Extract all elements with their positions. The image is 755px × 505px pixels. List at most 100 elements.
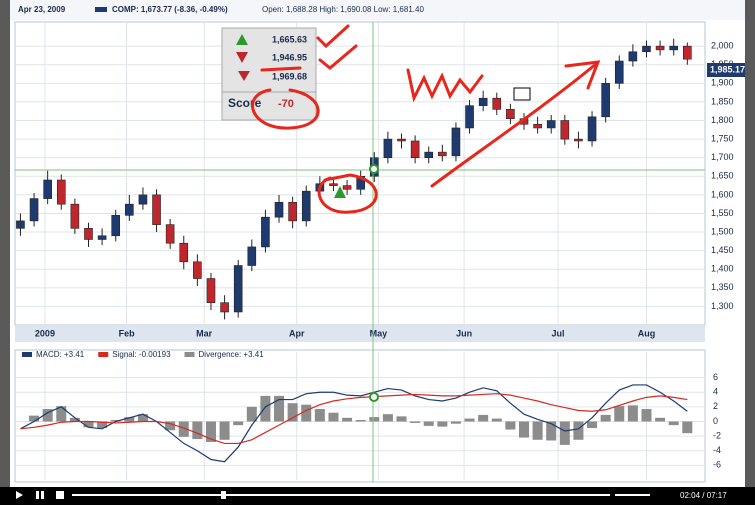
divergence-bar bbox=[410, 421, 421, 423]
divergence-bar bbox=[233, 421, 244, 426]
x-tick-label: Mar bbox=[196, 328, 213, 338]
legend-swatch bbox=[22, 352, 32, 357]
candle-body bbox=[220, 302, 229, 313]
divergence-bar bbox=[532, 421, 543, 440]
buy-marker bbox=[334, 186, 346, 198]
candle-body bbox=[193, 261, 202, 279]
divergence-bar bbox=[260, 395, 271, 422]
divergence-bar bbox=[518, 421, 529, 438]
y-tick-label: 1,850 bbox=[711, 96, 734, 106]
divergence-bar bbox=[450, 421, 461, 424]
divergence-bar bbox=[328, 412, 339, 422]
candle-body bbox=[329, 183, 338, 186]
y-tick-label: 1,650 bbox=[711, 171, 734, 181]
candle-body bbox=[138, 194, 148, 205]
candle-body bbox=[261, 216, 270, 248]
price-tag bbox=[707, 63, 745, 77]
candle-body bbox=[533, 123, 542, 129]
annotations bbox=[251, 24, 601, 214]
candle-body bbox=[56, 179, 66, 205]
signal-marker bbox=[369, 164, 379, 174]
circle bbox=[251, 88, 320, 130]
strike bbox=[260, 66, 302, 72]
candle-body bbox=[410, 140, 420, 158]
candle-body bbox=[288, 202, 297, 222]
divergence-bar bbox=[301, 404, 312, 422]
candle-body bbox=[70, 203, 80, 229]
candle-body bbox=[655, 45, 665, 51]
check bbox=[316, 24, 350, 49]
divergence-bar bbox=[178, 421, 189, 437]
candle-body bbox=[546, 120, 556, 129]
arrow bbox=[430, 62, 598, 188]
divergence-bar bbox=[355, 420, 366, 422]
divergence-bar bbox=[137, 414, 148, 422]
pause-button[interactable] bbox=[36, 491, 39, 499]
divergence-bar bbox=[559, 421, 570, 445]
divergence-bar bbox=[668, 421, 679, 426]
circle bbox=[317, 173, 378, 214]
score-row: 1,969.68 bbox=[272, 71, 307, 81]
legend-label: Signal: -0.00193 bbox=[112, 350, 171, 359]
y-tick-label: 6 bbox=[713, 372, 718, 382]
candle-body bbox=[478, 97, 488, 106]
stop-button[interactable] bbox=[56, 491, 64, 499]
candle-body bbox=[111, 215, 121, 237]
y-tick-label: 1,450 bbox=[711, 245, 734, 255]
candle-body bbox=[16, 220, 25, 229]
divergence-bar bbox=[478, 414, 489, 422]
divergence-bar bbox=[110, 420, 121, 422]
divergence-bar bbox=[614, 406, 625, 422]
y-tick-label: 1,900 bbox=[711, 78, 734, 88]
divergence-bar bbox=[464, 418, 475, 422]
candle-body bbox=[97, 235, 107, 240]
divergence-bar bbox=[505, 421, 516, 430]
score-row: 1,946.95 bbox=[272, 52, 307, 62]
indicator-line bbox=[20, 393, 688, 445]
progress-knob[interactable] bbox=[221, 491, 226, 499]
candle-body bbox=[301, 190, 311, 222]
candle-body bbox=[206, 278, 216, 303]
price-plot bbox=[14, 21, 706, 326]
plots: 1,300 1,350 1,400 1,450 1,500 1,550 1,600 1,650… bbox=[15, 22, 734, 480]
candle-body bbox=[165, 224, 175, 244]
divergence-bar bbox=[396, 416, 407, 422]
divergence-bar bbox=[246, 406, 257, 422]
divergence-bar bbox=[56, 406, 67, 422]
x-tick-label: May bbox=[370, 328, 388, 338]
price-tag-text: 1,985.17 bbox=[710, 64, 745, 74]
score-box: 1,665.63 1,946.95 1,969.68 Score -70 bbox=[221, 27, 317, 121]
y-tick-label: 1,700 bbox=[711, 152, 734, 162]
divergence-bar bbox=[342, 417, 353, 422]
divergence-bar bbox=[29, 415, 40, 422]
divergence-bar bbox=[274, 395, 285, 422]
divergence-bar bbox=[42, 409, 53, 422]
candle-body bbox=[84, 228, 93, 240]
divergence-bar bbox=[655, 417, 666, 422]
x-tick-label: Aug bbox=[638, 328, 656, 338]
divergence-bar bbox=[682, 421, 693, 434]
score-value: -70 bbox=[278, 98, 294, 110]
quote-swatch bbox=[95, 7, 107, 12]
divergence-bar bbox=[573, 421, 584, 440]
y-tick-label: 1,300 bbox=[711, 301, 734, 311]
arrow-head bbox=[564, 60, 601, 90]
candle-body bbox=[152, 194, 161, 225]
y-tick-label: 1,500 bbox=[711, 226, 734, 236]
candle-body bbox=[342, 185, 352, 190]
candle-body bbox=[125, 203, 134, 216]
pause-button[interactable] bbox=[41, 491, 44, 499]
divergence-bar bbox=[97, 421, 108, 429]
divergence-bar bbox=[205, 421, 216, 442]
legend-label: MACD: +3.41 bbox=[36, 350, 85, 359]
y-tick-label: 4 bbox=[713, 387, 718, 397]
y-tick-label: -2 bbox=[713, 430, 721, 440]
candle-body bbox=[424, 151, 434, 158]
player-time: 02:04 / 07:17 bbox=[680, 491, 727, 500]
divergence-bar bbox=[124, 417, 135, 422]
divergence-bar bbox=[546, 421, 557, 441]
play-button[interactable] bbox=[16, 491, 23, 499]
candle-body bbox=[397, 138, 406, 142]
y-tick-label: 1,600 bbox=[711, 189, 734, 199]
